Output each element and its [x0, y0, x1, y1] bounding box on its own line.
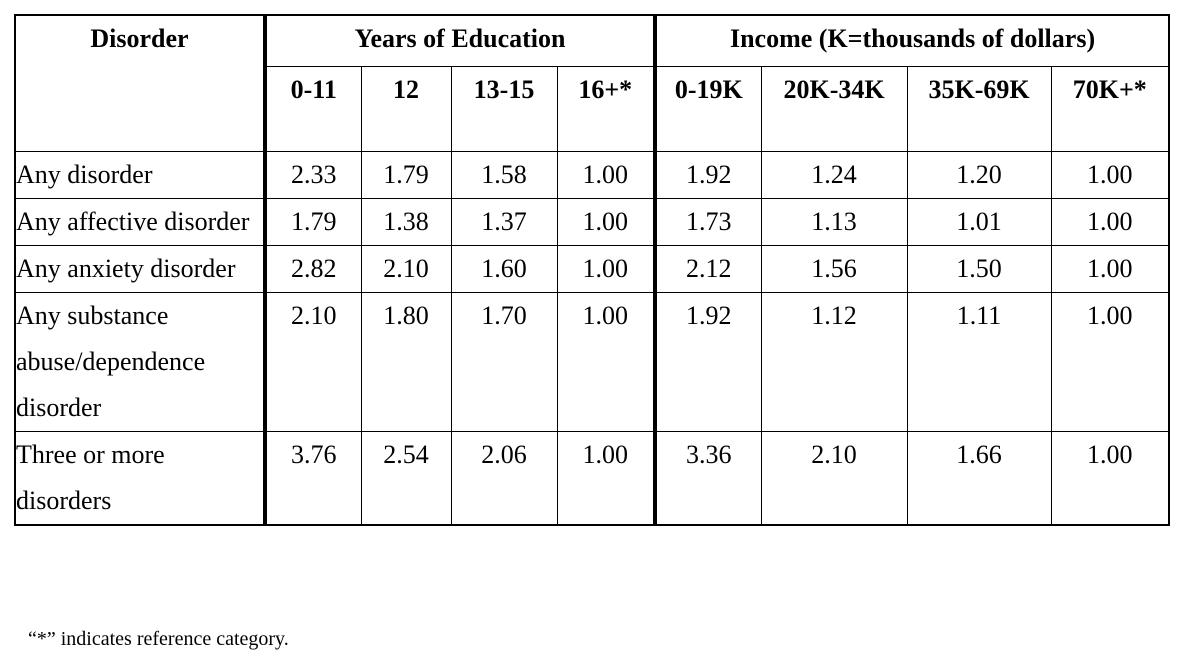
table-cell: 1.11	[906, 292, 1052, 432]
table-cell: 2.82	[263, 245, 362, 293]
column-header: 35K-69K	[906, 66, 1052, 152]
table-row: Any affective disorder 1.79 1.38 1.37 1.…	[14, 198, 1171, 246]
table-cell: 2.54	[360, 431, 452, 526]
table-cell: 2.12	[653, 245, 762, 293]
row-label: Any substance abuse/dependence disorder	[14, 292, 266, 432]
table-cell: 2.33	[263, 151, 362, 199]
table-cell: 1.13	[760, 198, 908, 246]
table-cell: 1.50	[906, 245, 1052, 293]
table-cell: 1.92	[653, 151, 762, 199]
row-label: Three or more disorders	[14, 431, 266, 526]
table-cell: 1.00	[556, 198, 656, 246]
column-header: 0-11	[263, 66, 362, 152]
column-header: 16+*	[556, 66, 656, 152]
column-header: 12	[360, 66, 452, 152]
table-cell: 1.80	[360, 292, 452, 432]
column-header: 13-15	[450, 66, 558, 152]
row-label: Any affective disorder	[14, 198, 266, 246]
table-cell: 1.92	[653, 292, 762, 432]
table-cell: 2.10	[360, 245, 452, 293]
group-header-education: Years of Education	[262, 14, 656, 67]
table-cell: 3.36	[653, 431, 762, 526]
table-cell: 1.00	[1050, 151, 1171, 199]
group-header-income: Income (K=thousands of dollars)	[653, 14, 1171, 67]
column-header: 20K-34K	[760, 66, 908, 152]
table-cell: 1.73	[653, 198, 762, 246]
table-cell: 1.00	[556, 245, 656, 293]
table-cell: 1.56	[760, 245, 908, 293]
table-row: Any substance abuse/dependence disorder …	[14, 292, 1171, 432]
table-cell: 2.10	[263, 292, 362, 432]
table-cell: 1.00	[1050, 431, 1171, 526]
table-cell: 1.00	[556, 431, 656, 526]
column-header: 70K+*	[1050, 66, 1171, 152]
table-cell: 1.12	[760, 292, 908, 432]
table-cell: 1.24	[760, 151, 908, 199]
table-cell: 1.70	[450, 292, 558, 432]
row-label: Any disorder	[14, 151, 266, 199]
table-cell: 1.58	[450, 151, 558, 199]
table-cell: 1.20	[906, 151, 1052, 199]
table-cell: 1.00	[1050, 245, 1171, 293]
table-cell: 1.37	[450, 198, 558, 246]
table-cell: 2.10	[760, 431, 908, 526]
table-row: Any disorder 2.33 1.79 1.58 1.00 1.92 1.…	[14, 151, 1171, 199]
table-cell: 1.00	[1050, 292, 1171, 432]
table-cell: 1.66	[906, 431, 1052, 526]
table-row: Three or more disorders 3.76 2.54 2.06 1…	[14, 431, 1171, 526]
table-cell: 1.01	[906, 198, 1052, 246]
table-cell: 1.79	[263, 198, 362, 246]
table-row: Any anxiety disorder 2.82 2.10 1.60 1.00…	[14, 245, 1171, 293]
table-cell: 1.79	[360, 151, 452, 199]
table-cell: 2.06	[450, 431, 558, 526]
footnote: “*” indicates reference category.	[28, 628, 289, 650]
row-label: Any anxiety disorder	[14, 245, 266, 293]
table-cell: 1.60	[450, 245, 558, 293]
table-cell: 1.00	[1050, 198, 1171, 246]
table-cell: 3.76	[263, 431, 362, 526]
table-cell: 1.00	[556, 151, 656, 199]
table-cell: 1.00	[556, 292, 656, 432]
column-header: 0-19K	[653, 66, 762, 152]
table-cell: 1.38	[360, 198, 452, 246]
row-header-title: Disorder	[14, 14, 266, 152]
data-table: Disorder Years of Education Income (K=th…	[14, 14, 1171, 526]
